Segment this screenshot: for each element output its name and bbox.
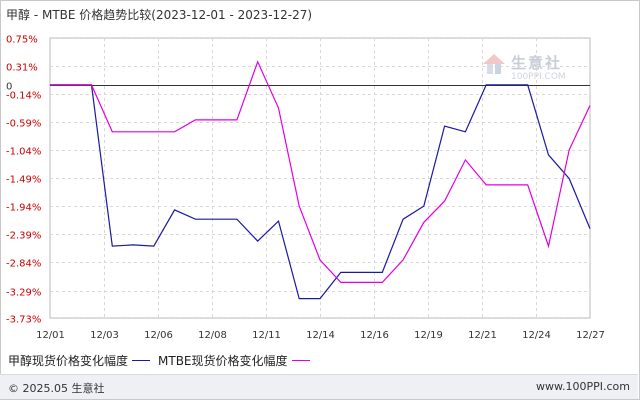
y-tick-label: -2.39% — [6, 231, 41, 242]
y-tick-label: -3.73% — [6, 315, 41, 326]
x-tick-label: 12/08 — [198, 330, 227, 341]
y-tick-label: -0.14% — [6, 91, 41, 102]
legend-swatch-series1 — [132, 360, 151, 361]
y-tick-label: -2.84% — [6, 259, 41, 270]
y-tick-label: -1.49% — [6, 175, 41, 186]
axis-layer: 0.75% 0.31% 0-0.14% -0.59% -1.04% -1.49% -1.94… — [6, 35, 605, 342]
legend-item-series1: 甲醇现货价格变化幅度 — [8, 352, 151, 369]
y-tick-label: -3.29% — [6, 288, 41, 299]
y-tick-label: -0.59% — [6, 119, 41, 130]
y-tick-label: 0 — [6, 82, 12, 93]
x-tick-label: 12/21 — [468, 330, 497, 341]
x-tick-label: 12/01 — [36, 330, 65, 341]
footer: © 2025.05 生意社 www.100PPI.com — [0, 374, 638, 399]
x-tick-label: 12/06 — [144, 330, 173, 341]
chart-title: 甲醇 - MTBE 价格趋势比较(2023-12-01 - 2023-12-27… — [6, 8, 313, 22]
series-line-1 — [50, 84, 591, 300]
footer-copyright: © 2025.05 生意社 — [8, 382, 105, 395]
series-layer — [50, 60, 591, 300]
watermark-logo: 生意社 100PPI.COM — [481, 52, 573, 92]
legend-swatch-series2 — [291, 360, 310, 361]
y-tick-label: -1.94% — [6, 203, 41, 214]
y-tick-label: -1.04% — [6, 147, 41, 158]
footer-site-link[interactable]: www.100PPI.com — [536, 380, 630, 393]
legend: 甲醇现货价格变化幅度 MTBE现货价格变化幅度 — [8, 352, 318, 369]
y-tick-label: 0.75% — [6, 35, 38, 46]
x-tick-label: 12/11 — [252, 330, 281, 341]
watermark-name: 生意社 — [511, 54, 563, 72]
x-tick-label: 12/14 — [306, 330, 335, 341]
x-tick-label: 12/03 — [90, 330, 119, 341]
legend-label-series1: 甲醇现货价格变化幅度 — [8, 354, 129, 368]
x-tick-label: 12/19 — [414, 330, 443, 341]
grid-layer — [49, 37, 591, 319]
watermark-url: 100PPI.COM — [511, 72, 566, 82]
y-tick-label: 0.31% — [6, 63, 38, 74]
legend-item-series2: MTBE现货价格变化幅度 — [158, 352, 310, 369]
x-tick-label: 12/24 — [522, 330, 551, 341]
legend-label-series2: MTBE现货价格变化幅度 — [158, 354, 288, 368]
series-line-2 — [50, 60, 591, 283]
x-tick-label: 12/27 — [576, 330, 605, 341]
x-tick-label: 12/16 — [360, 330, 389, 341]
house-logo-icon — [483, 54, 505, 74]
